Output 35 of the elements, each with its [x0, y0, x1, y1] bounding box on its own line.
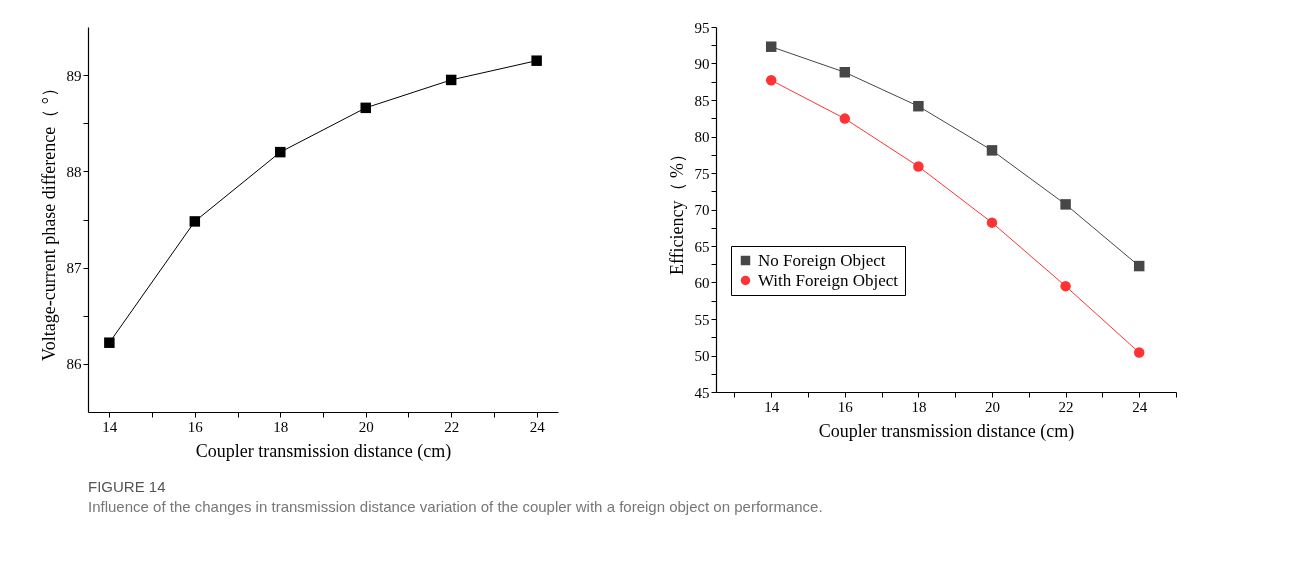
y-tick-label: 75: [694, 165, 710, 182]
y-tick-label: 65: [694, 238, 710, 255]
y-axis-title: Efficiency（ %）: [666, 144, 687, 276]
x-tick-label: 22: [444, 418, 460, 435]
caption: FIGURE 14: [88, 478, 166, 495]
y-tick-label: 89: [66, 67, 82, 84]
y-tick-label: 88: [66, 163, 82, 180]
x-tick-label: 16: [837, 398, 854, 415]
legend-label: No Foreign Object: [758, 250, 886, 270]
y-tick-label: 80: [694, 129, 710, 145]
y-tick-label: 86: [66, 356, 82, 373]
x-tick-label: 24: [1132, 398, 1148, 415]
x-tick-label: 20: [358, 418, 374, 435]
x-tick-label: 16: [187, 418, 204, 435]
y-tick-label: 50: [694, 348, 710, 364]
y-axis-title: Voltage-current phase difference（ °）: [38, 79, 59, 361]
x-tick-label: 14: [102, 418, 118, 435]
text: Influence of the changes in transmission distance variation of the coupler with a foreign object on performance.: [88, 498, 823, 515]
y-tick-label: 55: [694, 311, 710, 328]
y-tick-label: 85: [694, 92, 710, 109]
y-tick-label: 90: [694, 56, 710, 72]
x-tick-label: 24: [529, 418, 546, 435]
x-axis-title: Coupler transmission distance (cm): [195, 440, 452, 462]
x-tick-label: 20: [985, 398, 1000, 415]
y-tick-label: 45: [694, 384, 710, 401]
x-tick-label: 18: [273, 418, 289, 435]
legend-label: With Foreign Object: [758, 270, 899, 290]
y-tick-label: 60: [694, 275, 710, 291]
x-tick-label: 22: [1058, 398, 1074, 415]
y-tick-label: 70: [694, 202, 710, 218]
y-tick-label: 87: [66, 260, 82, 277]
x-tick-label: 18: [911, 398, 927, 415]
x-axis-title: Coupler transmission distance (cm): [818, 420, 1075, 442]
x-tick-label: 14: [764, 398, 780, 415]
y-tick-label: 95: [694, 19, 710, 36]
